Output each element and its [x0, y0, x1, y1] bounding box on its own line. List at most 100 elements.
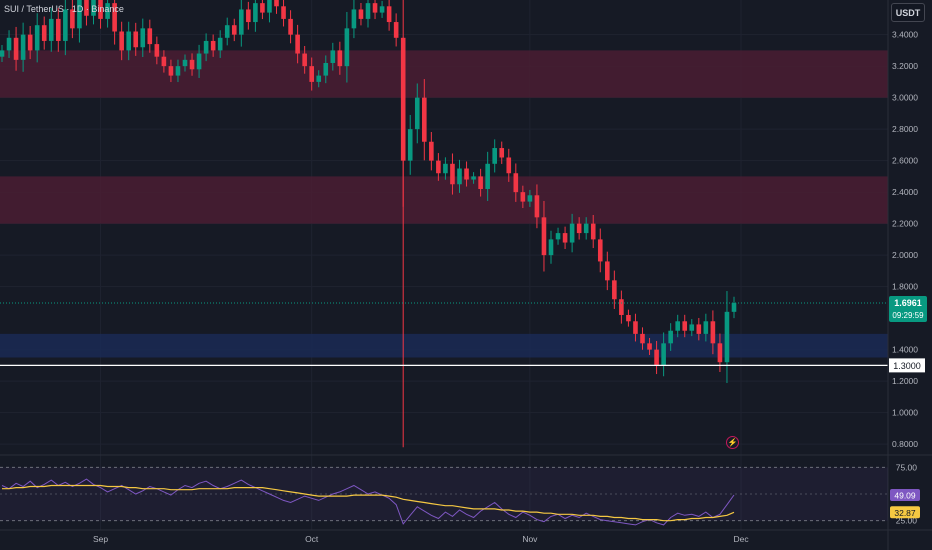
price-tick-label: 2.4000 [892, 187, 918, 197]
candle-body [253, 3, 258, 23]
price-tick-label: 0.8000 [892, 439, 918, 449]
candle-body [41, 25, 47, 41]
candle-body [84, 0, 89, 16]
candle-body [365, 3, 371, 19]
candle-body [344, 28, 350, 67]
candle-body [640, 333, 645, 344]
candle-body [520, 192, 526, 202]
candle-body [91, 0, 96, 16]
candle-body [682, 321, 688, 331]
candle-body [295, 34, 300, 54]
candle-body [393, 22, 399, 38]
candle-body [154, 44, 160, 57]
candle-body [20, 34, 26, 60]
candle-body [260, 3, 265, 13]
candle-body [583, 223, 589, 234]
candle-body [562, 233, 568, 243]
price-zone [0, 333, 888, 358]
candle-body [330, 50, 336, 63]
candle-body [569, 223, 575, 243]
candle-body [492, 148, 497, 164]
candle-body [443, 163, 448, 174]
last-price-countdown: 09:29:59 [892, 311, 924, 320]
price-tick-label: 3.2000 [892, 61, 918, 71]
candle-body [231, 25, 237, 35]
candle-body [619, 299, 624, 315]
candle-body [597, 239, 603, 262]
price-tick-label: 2.2000 [892, 219, 918, 229]
candle-body [224, 25, 230, 38]
candle-body [161, 56, 167, 67]
candle-body [647, 343, 652, 350]
chart-title: SUI / TetherUS · 1D · Binance [4, 4, 124, 14]
candle-body [337, 50, 343, 67]
price-tick-label: 1.2000 [892, 376, 918, 386]
flash-icon[interactable]: ⚡ [726, 436, 739, 449]
candle-body [668, 330, 673, 344]
candle-body [274, 0, 279, 7]
candle-body [48, 18, 54, 41]
candle-body [731, 302, 737, 312]
candle-body [351, 9, 357, 29]
candle-body [27, 34, 33, 51]
candle-body [590, 223, 596, 240]
candle-body [696, 324, 702, 334]
horizontal-line-group: 1.3000 [0, 358, 925, 373]
rsi-level-label: 75.00 [896, 462, 918, 472]
price-tick-label: 2.0000 [892, 250, 918, 260]
candle-body [717, 343, 723, 363]
candle-body [358, 9, 364, 19]
currency-badge[interactable]: USDT [891, 3, 925, 22]
candle-body [464, 168, 469, 180]
candle-body [105, 3, 110, 19]
candle-body [77, 0, 82, 29]
candle-body [703, 321, 709, 334]
candle-body [478, 176, 483, 189]
last-price-label: 1.6961 [894, 298, 922, 308]
time-tick-label: Dec [733, 534, 749, 544]
candle-body [196, 53, 202, 70]
rsi-value-badge [890, 488, 920, 501]
rsi-value-label: 49.09 [894, 490, 916, 500]
horizontal-line-label: 1.3000 [893, 361, 921, 371]
candle-body [605, 261, 610, 281]
rsi-band [0, 467, 888, 521]
candle-body [175, 66, 181, 76]
candle-body [612, 280, 617, 300]
candle-body [506, 157, 512, 174]
candle-body [710, 321, 716, 344]
candle-body [126, 31, 131, 51]
candle-body [112, 3, 117, 32]
rsi-ma-badge [890, 506, 920, 519]
candle-body [309, 66, 314, 82]
candle-body [689, 324, 695, 331]
candle-body [422, 97, 427, 142]
candle-body [626, 314, 631, 322]
candle-body [210, 40, 216, 51]
time-axis: Sep Oct Nov Dec [0, 529, 932, 544]
candle-body [217, 37, 223, 51]
candle-body [654, 349, 659, 366]
candle-body [316, 75, 322, 82]
candle-body [513, 173, 519, 193]
candle-body [429, 141, 434, 161]
candle-body [471, 176, 476, 180]
candle-body [281, 6, 286, 19]
candle-body [288, 18, 293, 35]
candle-body [450, 163, 455, 185]
candle-body [407, 129, 413, 161]
price-tick-label: 1.4000 [892, 345, 918, 355]
price-tick-label: 2.6000 [892, 156, 918, 166]
candle-body [414, 97, 420, 130]
candle-body [119, 31, 124, 51]
price-tick-label: 1.8000 [892, 282, 918, 292]
candle-body [0, 50, 5, 57]
candle-body [323, 62, 329, 76]
candle-body [372, 3, 378, 13]
candle-body [133, 31, 139, 48]
price-tick-label: 3.0000 [892, 93, 918, 103]
candle-body [13, 37, 19, 60]
candle-body [147, 28, 153, 45]
candle-body [555, 233, 561, 240]
